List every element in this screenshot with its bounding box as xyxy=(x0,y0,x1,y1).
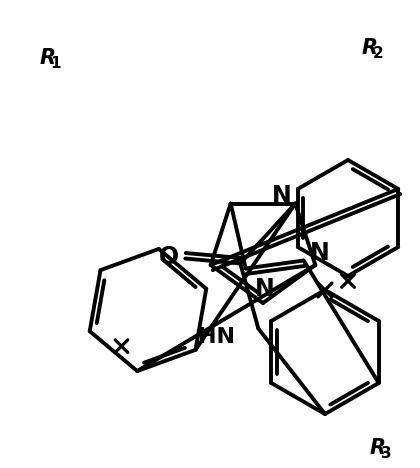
Text: R: R xyxy=(40,48,56,68)
Text: 3: 3 xyxy=(381,446,391,461)
Text: N: N xyxy=(255,277,275,301)
Text: R: R xyxy=(370,438,386,458)
Text: 2: 2 xyxy=(373,46,383,61)
Text: N: N xyxy=(310,241,330,264)
Text: R: R xyxy=(362,38,378,58)
Text: O: O xyxy=(159,244,179,269)
Text: HN: HN xyxy=(198,327,235,346)
Text: 1: 1 xyxy=(51,57,61,72)
Text: N: N xyxy=(271,183,291,207)
